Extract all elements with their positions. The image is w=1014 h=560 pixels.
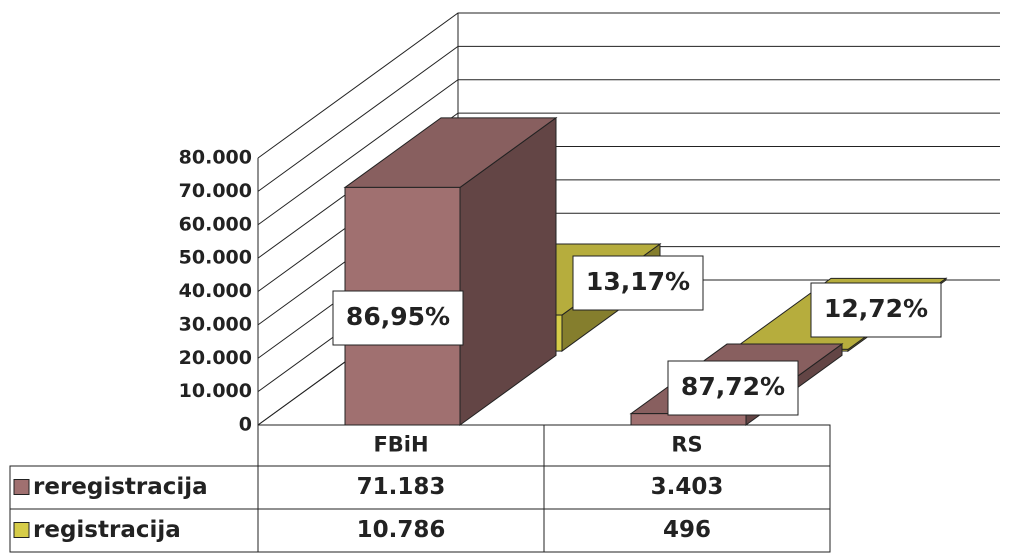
- share-label: 86,95%: [346, 302, 450, 331]
- label-box: [810, 282, 942, 338]
- label-box: [572, 255, 704, 311]
- y-tick-label: 40.000: [179, 280, 252, 302]
- y-tick-label: 10.000: [179, 380, 252, 402]
- x-tick-label: RS: [671, 433, 702, 457]
- label-box: [667, 360, 799, 416]
- table-value: 10.786: [357, 517, 446, 543]
- y-tick-label: 50.000: [179, 247, 252, 269]
- y-tick-label: 30.000: [179, 313, 252, 335]
- y-tick-label: 80.000: [179, 147, 252, 169]
- y-tick-label: 20.000: [179, 347, 252, 369]
- legend-swatch: [13, 522, 30, 538]
- table-value: 3.403: [651, 474, 724, 500]
- grid-line: [257, 12, 1000, 159]
- legend-label: registracija: [33, 517, 181, 543]
- share-label: 12,72%: [824, 294, 928, 323]
- label-box: [332, 290, 464, 346]
- y-tick-label: 0: [239, 414, 252, 436]
- table-value: 71.183: [357, 474, 446, 500]
- table-value: 496: [663, 517, 711, 543]
- legend-swatch: [13, 479, 30, 495]
- y-tick-label: 60.000: [179, 213, 252, 235]
- x-tick-label: FBiH: [373, 433, 428, 457]
- legend-label: reregistracija: [33, 474, 208, 500]
- share-label: 13,17%: [586, 267, 690, 296]
- share-label: 87,72%: [681, 372, 785, 401]
- y-tick-label: 70.000: [179, 180, 252, 202]
